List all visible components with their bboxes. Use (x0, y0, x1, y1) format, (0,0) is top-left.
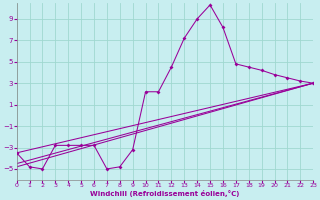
X-axis label: Windchill (Refroidissement éolien,°C): Windchill (Refroidissement éolien,°C) (90, 190, 240, 197)
